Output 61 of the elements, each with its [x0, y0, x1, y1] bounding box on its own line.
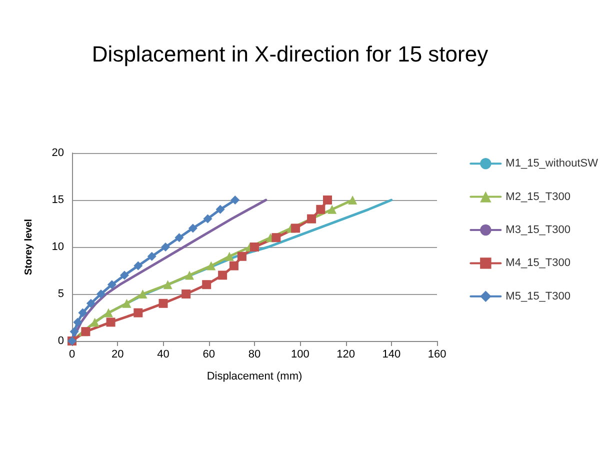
- point: [316, 204, 326, 214]
- point: [323, 196, 332, 204]
- point: [224, 252, 234, 261]
- legend-label: M5_15_T300: [506, 290, 571, 302]
- point: [328, 204, 337, 214]
- point: [272, 233, 281, 242]
- y-tick-label: 20: [52, 147, 64, 159]
- point: [73, 318, 82, 327]
- point: [138, 290, 148, 298]
- point: [158, 298, 168, 308]
- point: [90, 318, 100, 327]
- x-tick-label: 100: [290, 348, 310, 360]
- point: [237, 252, 246, 261]
- point: [184, 270, 194, 280]
- point: [216, 204, 225, 214]
- x-tick-label: 160: [428, 348, 446, 360]
- x-tick-label: 20: [112, 348, 124, 360]
- legend-label: M3_15_T300: [506, 224, 571, 236]
- x-tick-label: 40: [157, 348, 170, 360]
- point: [250, 242, 259, 252]
- point: [188, 224, 198, 233]
- point: [163, 280, 172, 290]
- point: [203, 214, 212, 224]
- point: [229, 261, 238, 270]
- point: [107, 280, 116, 290]
- point: [70, 327, 79, 336]
- point: [134, 261, 143, 270]
- point: [120, 270, 129, 280]
- y-tick-label: 15: [52, 194, 64, 206]
- point: [291, 224, 300, 233]
- point: [147, 252, 156, 261]
- point: [202, 280, 212, 290]
- point: [86, 298, 96, 308]
- x-tick-label: 80: [248, 348, 261, 360]
- y-tick-label: 5: [58, 288, 64, 300]
- x-tick-label: 120: [336, 348, 355, 360]
- legend-label: M4_15_T300: [506, 257, 571, 270]
- point: [182, 290, 191, 298]
- point: [106, 318, 116, 327]
- y-tick-label: 0: [58, 335, 64, 347]
- point: [104, 308, 113, 318]
- point: [122, 298, 132, 308]
- point: [230, 196, 240, 204]
- x-tick-label: 140: [382, 348, 401, 360]
- legend-label: M1_15_withoutSW: [506, 158, 599, 170]
- x-axis-title: Displacement (mm): [206, 370, 302, 382]
- point: [206, 261, 216, 270]
- point: [174, 233, 184, 242]
- point: [161, 242, 170, 252]
- chart-title: Displacement in X-direction for 15 storey: [92, 42, 488, 66]
- point: [348, 196, 358, 204]
- point: [96, 290, 106, 298]
- point: [218, 270, 228, 280]
- x-tick-label: 0: [68, 348, 76, 360]
- y-axis-title: Storey level: [24, 218, 34, 276]
- point: [134, 308, 143, 318]
- legend-label: M2_15_T300: [506, 190, 571, 203]
- y-tick-label: 10: [52, 241, 64, 253]
- x-tick-label: 60: [202, 348, 215, 360]
- point: [81, 327, 90, 336]
- point: [78, 308, 88, 318]
